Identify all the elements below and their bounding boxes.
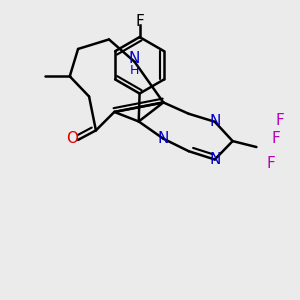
Text: F: F — [272, 130, 280, 146]
Text: H: H — [130, 64, 139, 77]
Text: F: F — [276, 113, 285, 128]
Text: F: F — [135, 14, 144, 29]
Text: N: N — [209, 114, 220, 129]
Text: O: O — [66, 131, 78, 146]
Text: N: N — [129, 51, 140, 66]
Text: N: N — [158, 131, 169, 146]
Text: N: N — [209, 152, 220, 167]
Text: F: F — [266, 156, 275, 171]
